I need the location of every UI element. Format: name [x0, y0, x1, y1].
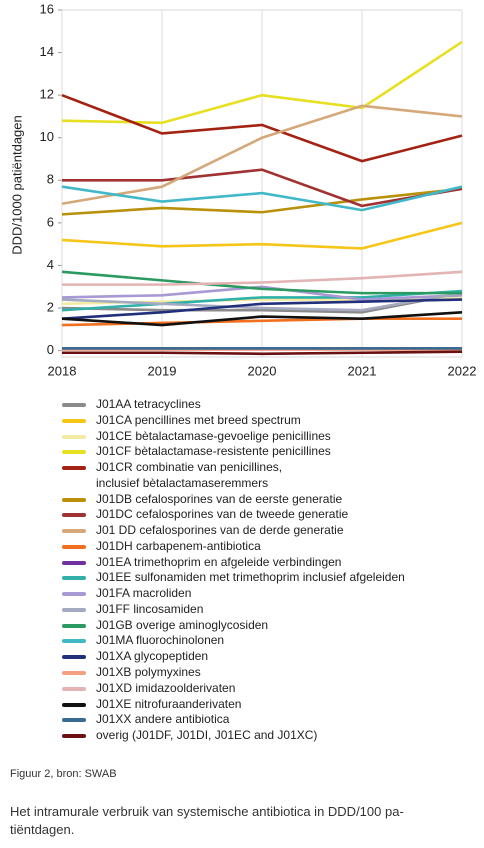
legend-item: J01EE sulfonamiden met trimethoprim incl… — [62, 570, 405, 586]
legend-item: overig (J01DF, J01DI, J01EC and J01XC) — [62, 728, 405, 744]
legend-swatch — [62, 497, 86, 502]
legend-item: J01XD imidazoolderivaten — [62, 681, 405, 697]
legend-label: J01CF bètalactamase-resistente penicilli… — [96, 444, 331, 459]
legend-label: J01XD imidazoolderivaten — [96, 680, 236, 695]
y-tick-label: 0 — [47, 342, 54, 357]
legend-swatch — [62, 450, 86, 455]
series-line — [61, 270, 462, 295]
legend-label: J01CA pencillines met breed spectrum — [96, 412, 301, 427]
legend-item: J01FA macroliden — [62, 586, 405, 602]
legend-swatch — [62, 639, 86, 644]
y-tick-label: 6 — [47, 214, 54, 229]
chart: DDD/1000 patiëntdagen 0 2 4 6 8 10 12 14 16 2018 2… — [9, 1, 477, 378]
series-line — [62, 350, 463, 356]
series-line — [61, 104, 463, 206]
y-tick-label: 10 — [40, 129, 54, 144]
legend-label: J01DB cefalosporines van de eerste gener… — [96, 491, 343, 506]
series-line — [62, 270, 463, 286]
legend-swatch — [62, 655, 86, 660]
legend-label: J01CR combinatie van penicillines, inclu… — [96, 460, 283, 490]
y-tick-label: 12 — [40, 87, 54, 102]
legend-swatch — [62, 544, 86, 549]
x-tick-label: 2022 — [448, 363, 477, 378]
legend-item: J01CF bètalactamase-resistente penicilli… — [62, 444, 405, 460]
y-tick-label: 16 — [40, 1, 54, 16]
legend-item: J01XX andere antibiotica — [62, 712, 405, 728]
legend-item: J01CR combinatie van penicillines, inclu… — [62, 460, 405, 492]
legend-item: J01 DD cefalosporines van de derde gener… — [62, 523, 405, 539]
legend-swatch — [62, 702, 86, 707]
x-tick-label: 2019 — [148, 363, 177, 378]
legend-label: J01GB overige aminoglycosiden — [96, 617, 269, 632]
legend-item: J01CA pencillines met breed spectrum — [62, 413, 405, 429]
legend-label: J01MA fluorochinolonen — [96, 633, 225, 648]
y-tick-label: 2 — [47, 299, 54, 314]
legend-swatch — [62, 466, 86, 471]
legend-label: overig (J01DF, J01DI, J01EC and J01XC) — [96, 728, 318, 743]
legend-label: J01CE bètalactamase-gevoelige penicillin… — [96, 428, 331, 443]
legend-item: J01DC cefalosporines van de tweede gener… — [62, 507, 405, 523]
legend-swatch — [62, 671, 86, 676]
series-line — [61, 187, 463, 216]
legend-swatch — [62, 623, 86, 628]
caption: Het intramurale verbruik van systemische… — [10, 804, 404, 837]
legend-item: J01GB overige aminoglycosiden — [62, 618, 405, 634]
series-line — [61, 285, 463, 301]
y-axis-label: DDD/1000 patiëntdagen — [9, 115, 24, 255]
legend-label: J01FA macroliden — [96, 586, 192, 601]
series-line — [61, 291, 463, 314]
legend-label: J01FF lincosamiden — [96, 601, 204, 616]
y-tick-label: 4 — [47, 257, 54, 272]
figure-source: Figuur 2, bron: SWAB — [10, 768, 117, 780]
legend-item: J01EA trimethoprim en afgeleide verbindi… — [62, 555, 405, 571]
legend-item: J01FF lincosamiden — [62, 602, 405, 618]
series-line — [61, 221, 463, 250]
legend: J01AA tetracyclines J01CA pencillines met… — [62, 397, 405, 744]
legend-item: J01DH carbapenem-antibiotica — [62, 539, 405, 555]
series-line — [61, 291, 463, 312]
legend-swatch — [62, 560, 86, 565]
legend-item: J01CE bètalactamase-gevoelige penicillin… — [62, 429, 405, 445]
legend-swatch — [62, 718, 86, 723]
legend-item: J01XE nitrofuraanderivaten — [62, 697, 405, 713]
legend-swatch — [62, 529, 86, 534]
legend-item: J01DB cefalosporines van de eerste gener… — [62, 492, 405, 508]
legend-label: J01DH carbapenem-antibiotica — [96, 538, 261, 553]
legend-swatch — [62, 686, 86, 691]
legend-item: J01MA fluorochinolonen — [62, 633, 405, 649]
legend-label: J01XE nitrofuraanderivaten — [96, 696, 242, 711]
legend-item: J01XB polymyxines — [62, 665, 405, 681]
series-line — [61, 289, 463, 312]
legend-swatch — [62, 734, 86, 739]
series-line — [61, 310, 463, 327]
legend-swatch — [62, 403, 86, 407]
legend-label: J01EA trimethoprim en afgeleide verbindi… — [96, 554, 342, 569]
series-line — [62, 168, 463, 208]
legend-swatch — [62, 592, 86, 597]
legend-label: J01EE sulfonamiden met trimethoprim incl… — [96, 570, 405, 585]
legend-label: J01AA tetracyclines — [96, 397, 201, 411]
legend-label: J01 DD cefalosporines van de derde gener… — [96, 523, 344, 538]
series-line — [61, 298, 463, 320]
legend-swatch — [62, 513, 86, 518]
series-line — [61, 40, 463, 125]
legend-swatch — [62, 434, 86, 439]
x-tick-label: 2018 — [48, 363, 77, 378]
legend-swatch — [62, 418, 86, 423]
series-line — [61, 185, 463, 212]
legend-swatch — [62, 607, 86, 612]
legend-label: J01XA glycopeptiden — [96, 649, 209, 664]
legend-label: J01XX andere antibiotica — [96, 712, 230, 727]
y-tick-label: 14 — [40, 44, 54, 59]
x-tick-label: 2020 — [248, 363, 277, 378]
y-tick-label: 8 — [47, 172, 54, 187]
legend-label: J01DC cefalosporines van de tweede gener… — [96, 507, 349, 522]
legend-swatch — [62, 576, 86, 581]
legend-item: J01AA tetracyclines — [62, 397, 405, 413]
series-line — [61, 93, 463, 163]
x-tick-label: 2021 — [348, 363, 377, 378]
legend-item: J01XA glycopeptiden — [62, 649, 405, 665]
legend-label: J01XB polymyxines — [96, 665, 201, 680]
